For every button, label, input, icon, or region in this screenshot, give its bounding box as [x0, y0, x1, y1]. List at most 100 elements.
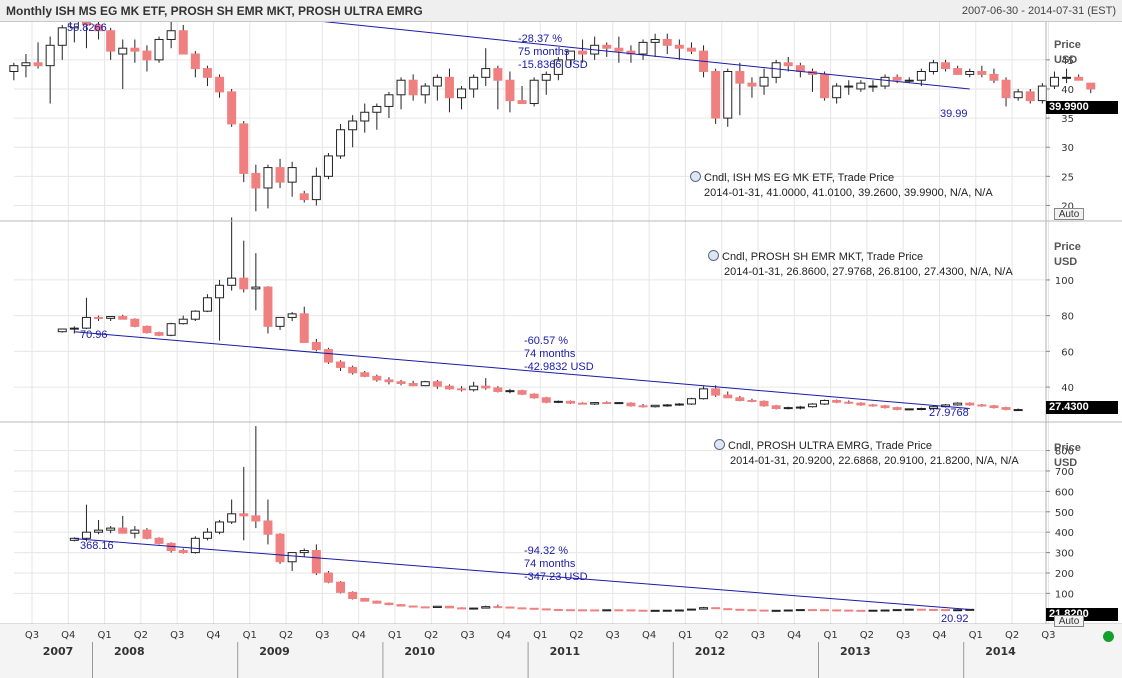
- quarter-tick-label: Q4: [642, 630, 656, 641]
- y-tick-label: 100: [1055, 276, 1074, 287]
- candle-down: [118, 527, 128, 534]
- candle-up: [469, 385, 479, 391]
- quarter-tick-label: Q3: [460, 630, 474, 641]
- trend-months: 74 months: [524, 558, 576, 570]
- candle-down: [311, 341, 321, 351]
- chart-canvas[interactable]: Q3 Q4 Q1 Q2 Q3 Q4 Q1 Q2 Q3 Q4 Q1 Q2 Q3 Q4 Q1 Q2 Q3 Q4 Q1 Q2…: [0, 22, 1122, 678]
- candle-down: [384, 379, 394, 383]
- panel-1-info-values: 2014-01-31, 41.0000, 41.0100, 39.2600, 3…: [704, 187, 993, 199]
- quarter-tick-label: Q2: [1005, 630, 1019, 641]
- candle-up: [928, 406, 938, 410]
- candle-up: [336, 129, 346, 157]
- panel-3-trend-end-label: 20.92: [941, 613, 969, 625]
- candle-down: [178, 550, 188, 554]
- panel-3-info-values: 2014-01-31, 20.9200, 22.6868, 20.9100, 2…: [730, 455, 1019, 467]
- candle-down: [202, 68, 212, 78]
- quarter-tick-label: Q4: [932, 630, 946, 641]
- panel-2-candles: [57, 217, 1023, 412]
- candle-down: [759, 400, 769, 407]
- candle-up: [106, 527, 116, 531]
- candle-up: [432, 76, 442, 87]
- candle-up: [202, 297, 212, 312]
- candle-down: [251, 172, 261, 189]
- candle-down: [481, 385, 491, 389]
- candle-up: [686, 398, 696, 405]
- candle-down: [493, 606, 503, 609]
- grid-layer: [14, 22, 1049, 624]
- candle-up: [227, 513, 237, 523]
- candle-up: [614, 402, 624, 405]
- candle-down: [190, 53, 200, 70]
- candle-down: [578, 50, 588, 55]
- candle-down: [215, 76, 225, 93]
- candle-up: [311, 175, 321, 201]
- candle-up: [154, 38, 164, 61]
- candle-up: [880, 609, 890, 612]
- candle-up: [1062, 76, 1072, 79]
- candle-down: [1074, 76, 1084, 81]
- y-tick-label: 600: [1055, 487, 1074, 498]
- candle-down: [239, 513, 249, 517]
- candle-up: [287, 313, 297, 318]
- y-tick-label: 300: [1055, 549, 1074, 560]
- axis-title-usd: USD: [1054, 457, 1078, 469]
- y-tick-label: 60: [1061, 347, 1074, 358]
- y-tick-label: 20: [1061, 201, 1074, 212]
- candle-up: [674, 609, 684, 612]
- candle-down: [517, 390, 527, 395]
- panel-3-auto-button[interactable]: Auto: [1054, 615, 1084, 627]
- candle-down: [1001, 79, 1011, 99]
- quarter-tick-label: Q3: [170, 630, 184, 641]
- candle-down: [420, 606, 430, 609]
- candle-up: [263, 167, 273, 189]
- candle-down: [81, 22, 91, 26]
- candle-down: [844, 609, 854, 612]
- y-tick-label: 80: [1061, 312, 1074, 323]
- year-tick-label: 2012: [695, 645, 726, 658]
- candle-up: [783, 407, 793, 410]
- candle-up: [190, 310, 200, 320]
- panel-2-trend-stats: -60.57 % 74 months -42.9832 USD: [524, 335, 594, 374]
- candle-down: [263, 520, 273, 535]
- candle-down: [662, 38, 672, 46]
- trend-usd: -15.8366 USD: [518, 59, 588, 71]
- candle-down: [1025, 91, 1035, 102]
- candle-down: [251, 515, 261, 522]
- candle-down: [820, 73, 830, 99]
- candle-up: [638, 41, 648, 55]
- candle-down: [638, 405, 648, 408]
- candle-down: [820, 609, 830, 612]
- candle-down: [94, 24, 104, 32]
- panel-1-last-price: 39.9900: [1046, 101, 1118, 114]
- candle-down: [771, 405, 781, 410]
- candle-down: [142, 529, 152, 539]
- quarter-tick-label: Q4: [787, 630, 801, 641]
- trend-months: 75 months: [518, 46, 570, 58]
- quarter-tick-label: Q1: [533, 630, 547, 641]
- candle-up: [469, 607, 479, 610]
- candle-up: [880, 76, 890, 87]
- candle-down: [384, 602, 394, 606]
- candle-down: [989, 405, 999, 409]
- candle-down: [239, 277, 249, 290]
- candle-down: [396, 381, 406, 385]
- candle-up: [965, 71, 975, 75]
- candle-down: [880, 405, 890, 409]
- trend-line: [74, 538, 970, 611]
- panel-1-candles: [9, 22, 1096, 212]
- candle-down: [602, 44, 612, 49]
- candle-down: [299, 313, 309, 343]
- candle-down: [916, 608, 926, 611]
- panel-1-info: Cndl, ISH MS EG MK ETF, Trade Price 2014…: [690, 171, 993, 201]
- quarter-tick-label: Q4: [497, 630, 511, 641]
- candle-up: [529, 79, 539, 105]
- panel-1-auto-button[interactable]: Auto: [1054, 208, 1084, 220]
- candle-down: [505, 606, 515, 609]
- candle-up: [662, 404, 672, 407]
- candle-down: [154, 332, 164, 336]
- candle-up: [57, 328, 67, 333]
- trend-line: [322, 22, 970, 90]
- candle-down: [408, 79, 418, 96]
- candle-up: [81, 531, 91, 539]
- candle-up: [868, 609, 878, 612]
